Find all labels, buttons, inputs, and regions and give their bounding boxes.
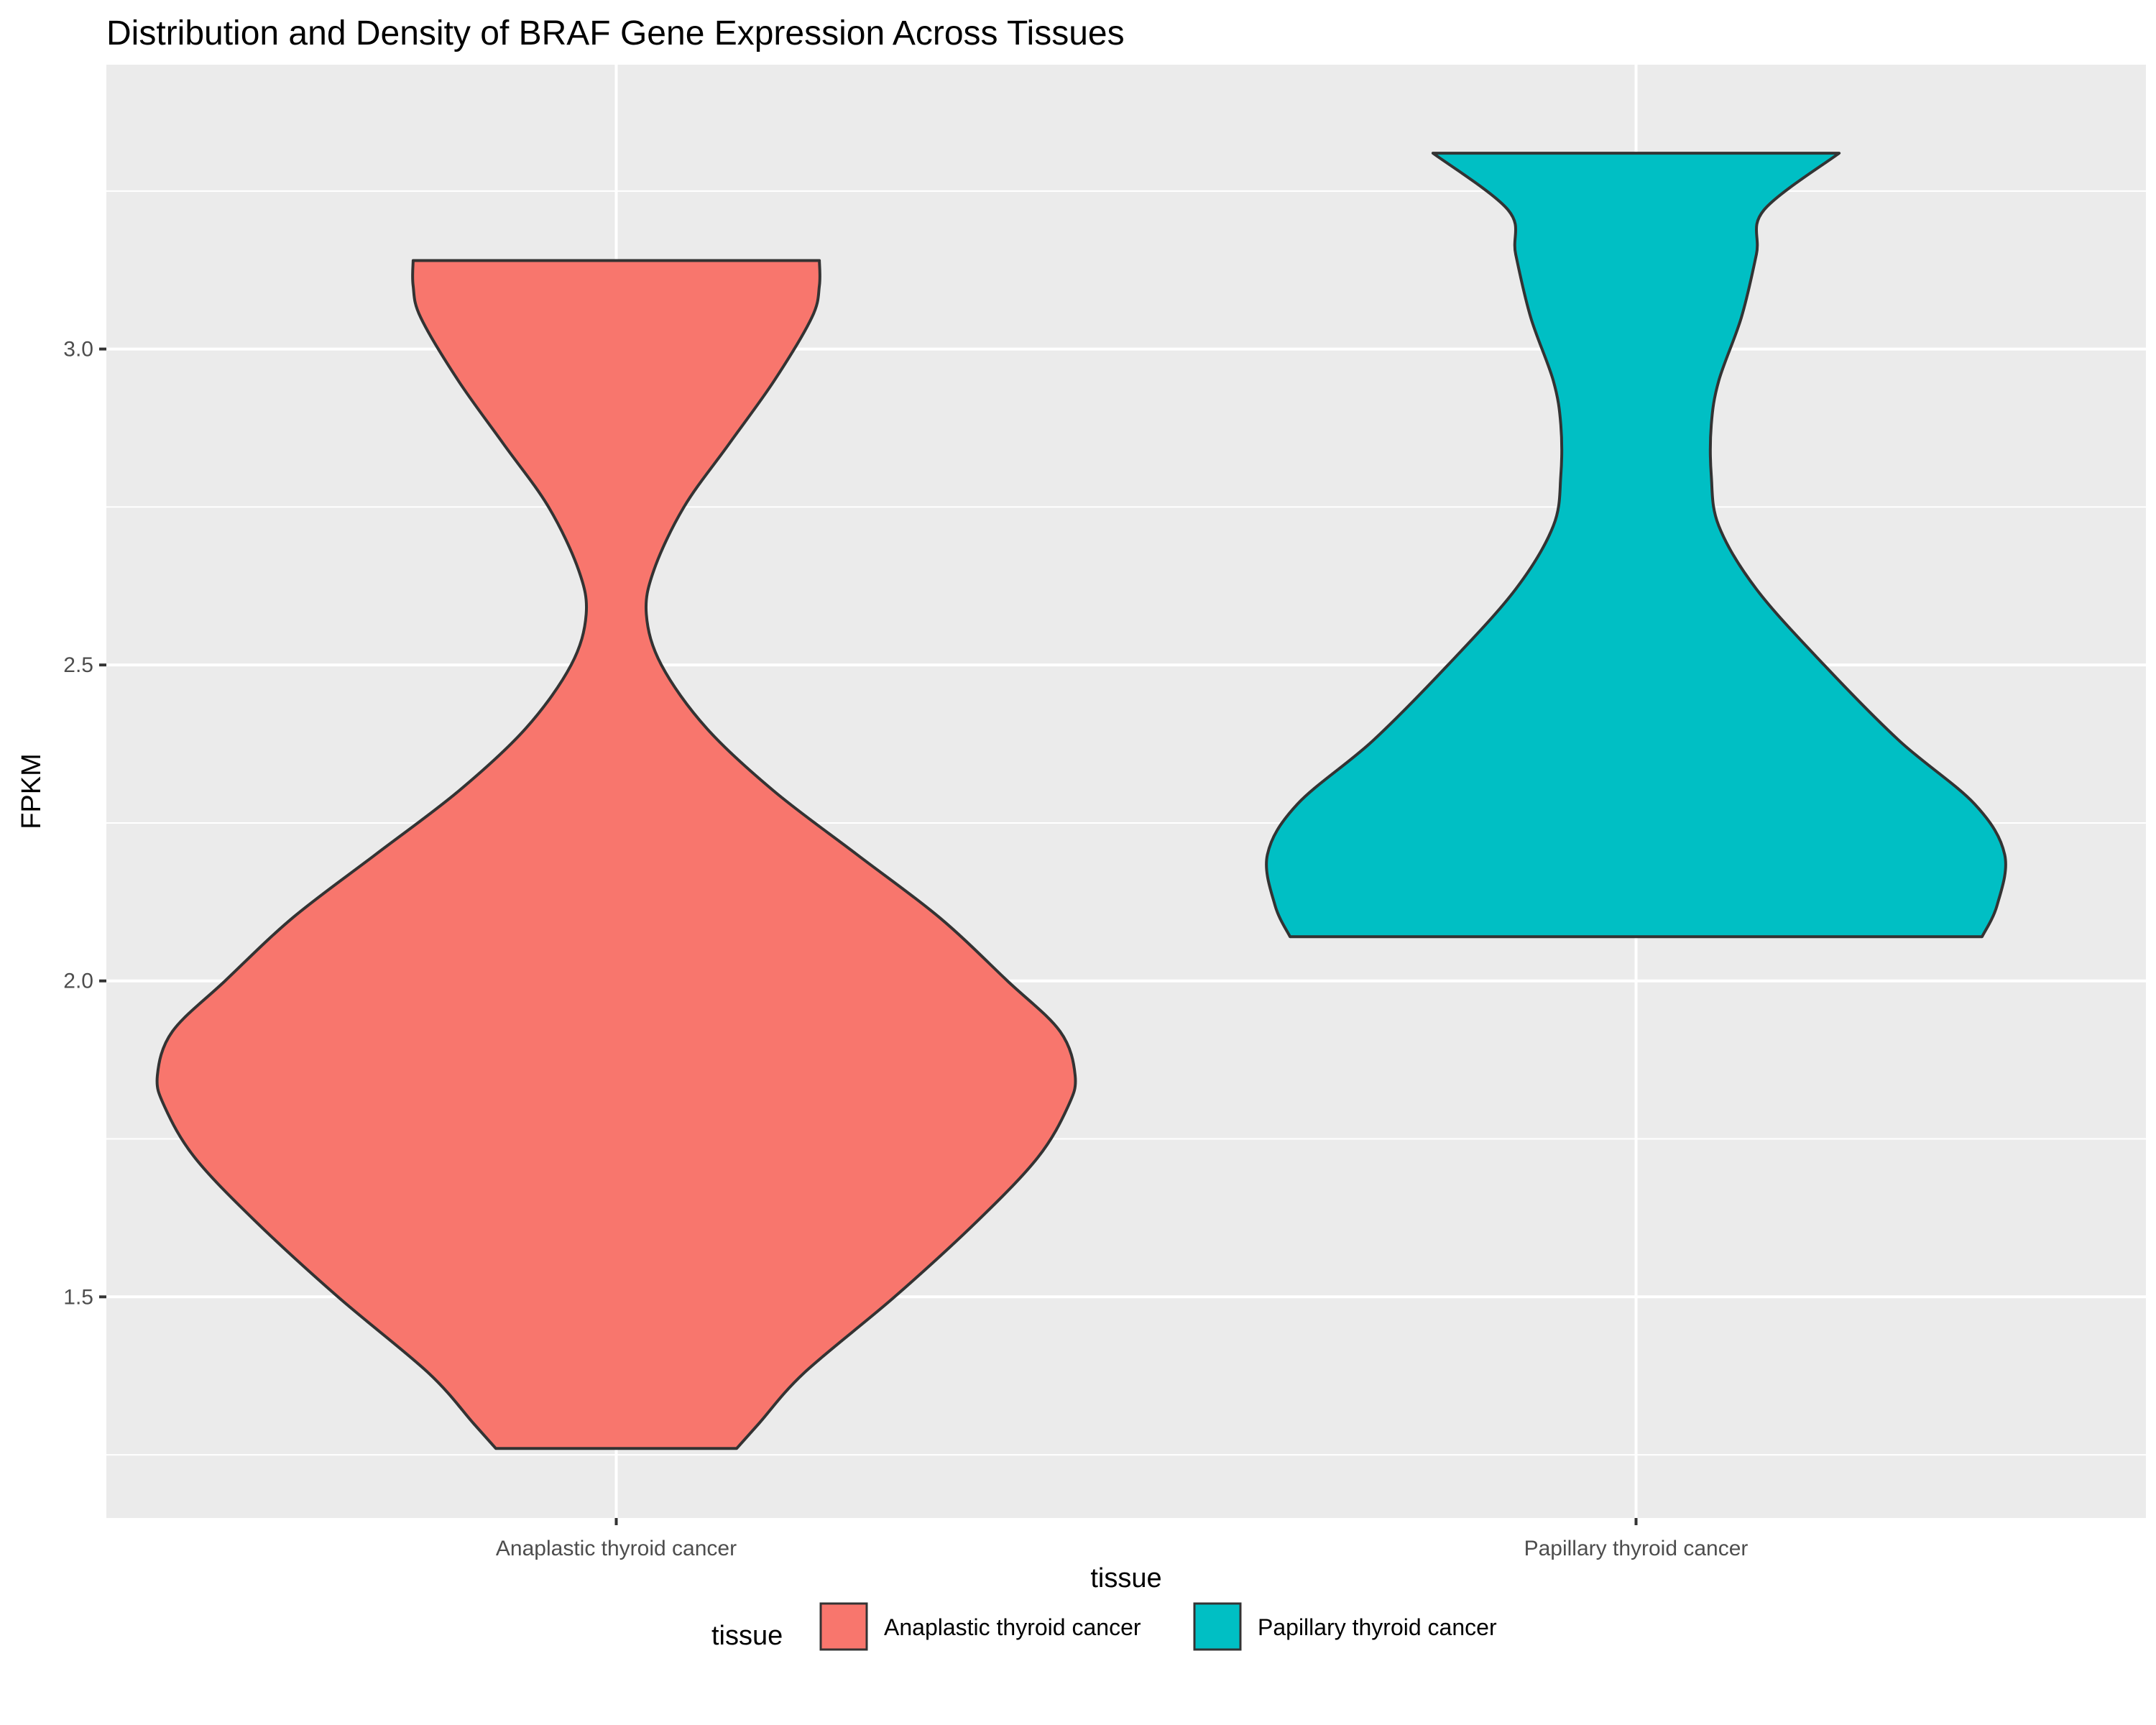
x-axis: Anaplastic thyroid cancer Papillary thyro… bbox=[496, 1518, 1748, 1560]
y-axis: 1.5 2.0 2.5 3.0 bbox=[63, 338, 106, 1309]
legend-label-papillary: Papillary thyroid cancer bbox=[1258, 1614, 1497, 1640]
y-tick-label: 1.5 bbox=[63, 1285, 93, 1309]
x-axis-title: tissue bbox=[1090, 1563, 1161, 1593]
y-tick-label: 2.5 bbox=[63, 653, 93, 677]
violin-anaplastic bbox=[155, 259, 1077, 1450]
legend: tissue Anaplastic thyroid cancer Papillary… bbox=[711, 1602, 1497, 1651]
violins bbox=[155, 152, 2007, 1450]
x-tick-label: Anaplastic thyroid cancer bbox=[496, 1537, 737, 1560]
legend-key-anaplastic bbox=[819, 1602, 868, 1651]
legend-label-anaplastic: Anaplastic thyroid cancer bbox=[884, 1614, 1141, 1640]
violin-papillary bbox=[1265, 152, 2007, 939]
y-tick-label: 3.0 bbox=[63, 338, 93, 362]
y-axis-title: FPKM bbox=[17, 753, 47, 829]
x-tick-label: Papillary thyroid cancer bbox=[1524, 1537, 1749, 1560]
legend-key-papillary bbox=[1193, 1602, 1242, 1651]
legend-title: tissue bbox=[711, 1621, 783, 1651]
chart-title: Distribution and Density of BRAF Gene Ex… bbox=[106, 14, 1125, 52]
y-tick-label: 2.0 bbox=[63, 970, 93, 993]
